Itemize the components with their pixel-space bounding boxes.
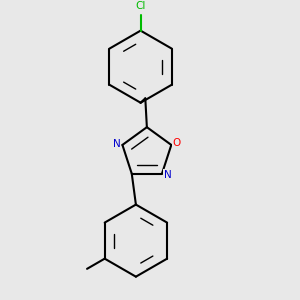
Text: O: O bbox=[173, 138, 181, 148]
Text: Cl: Cl bbox=[135, 1, 146, 11]
Text: N: N bbox=[113, 139, 121, 149]
Text: N: N bbox=[164, 169, 172, 180]
